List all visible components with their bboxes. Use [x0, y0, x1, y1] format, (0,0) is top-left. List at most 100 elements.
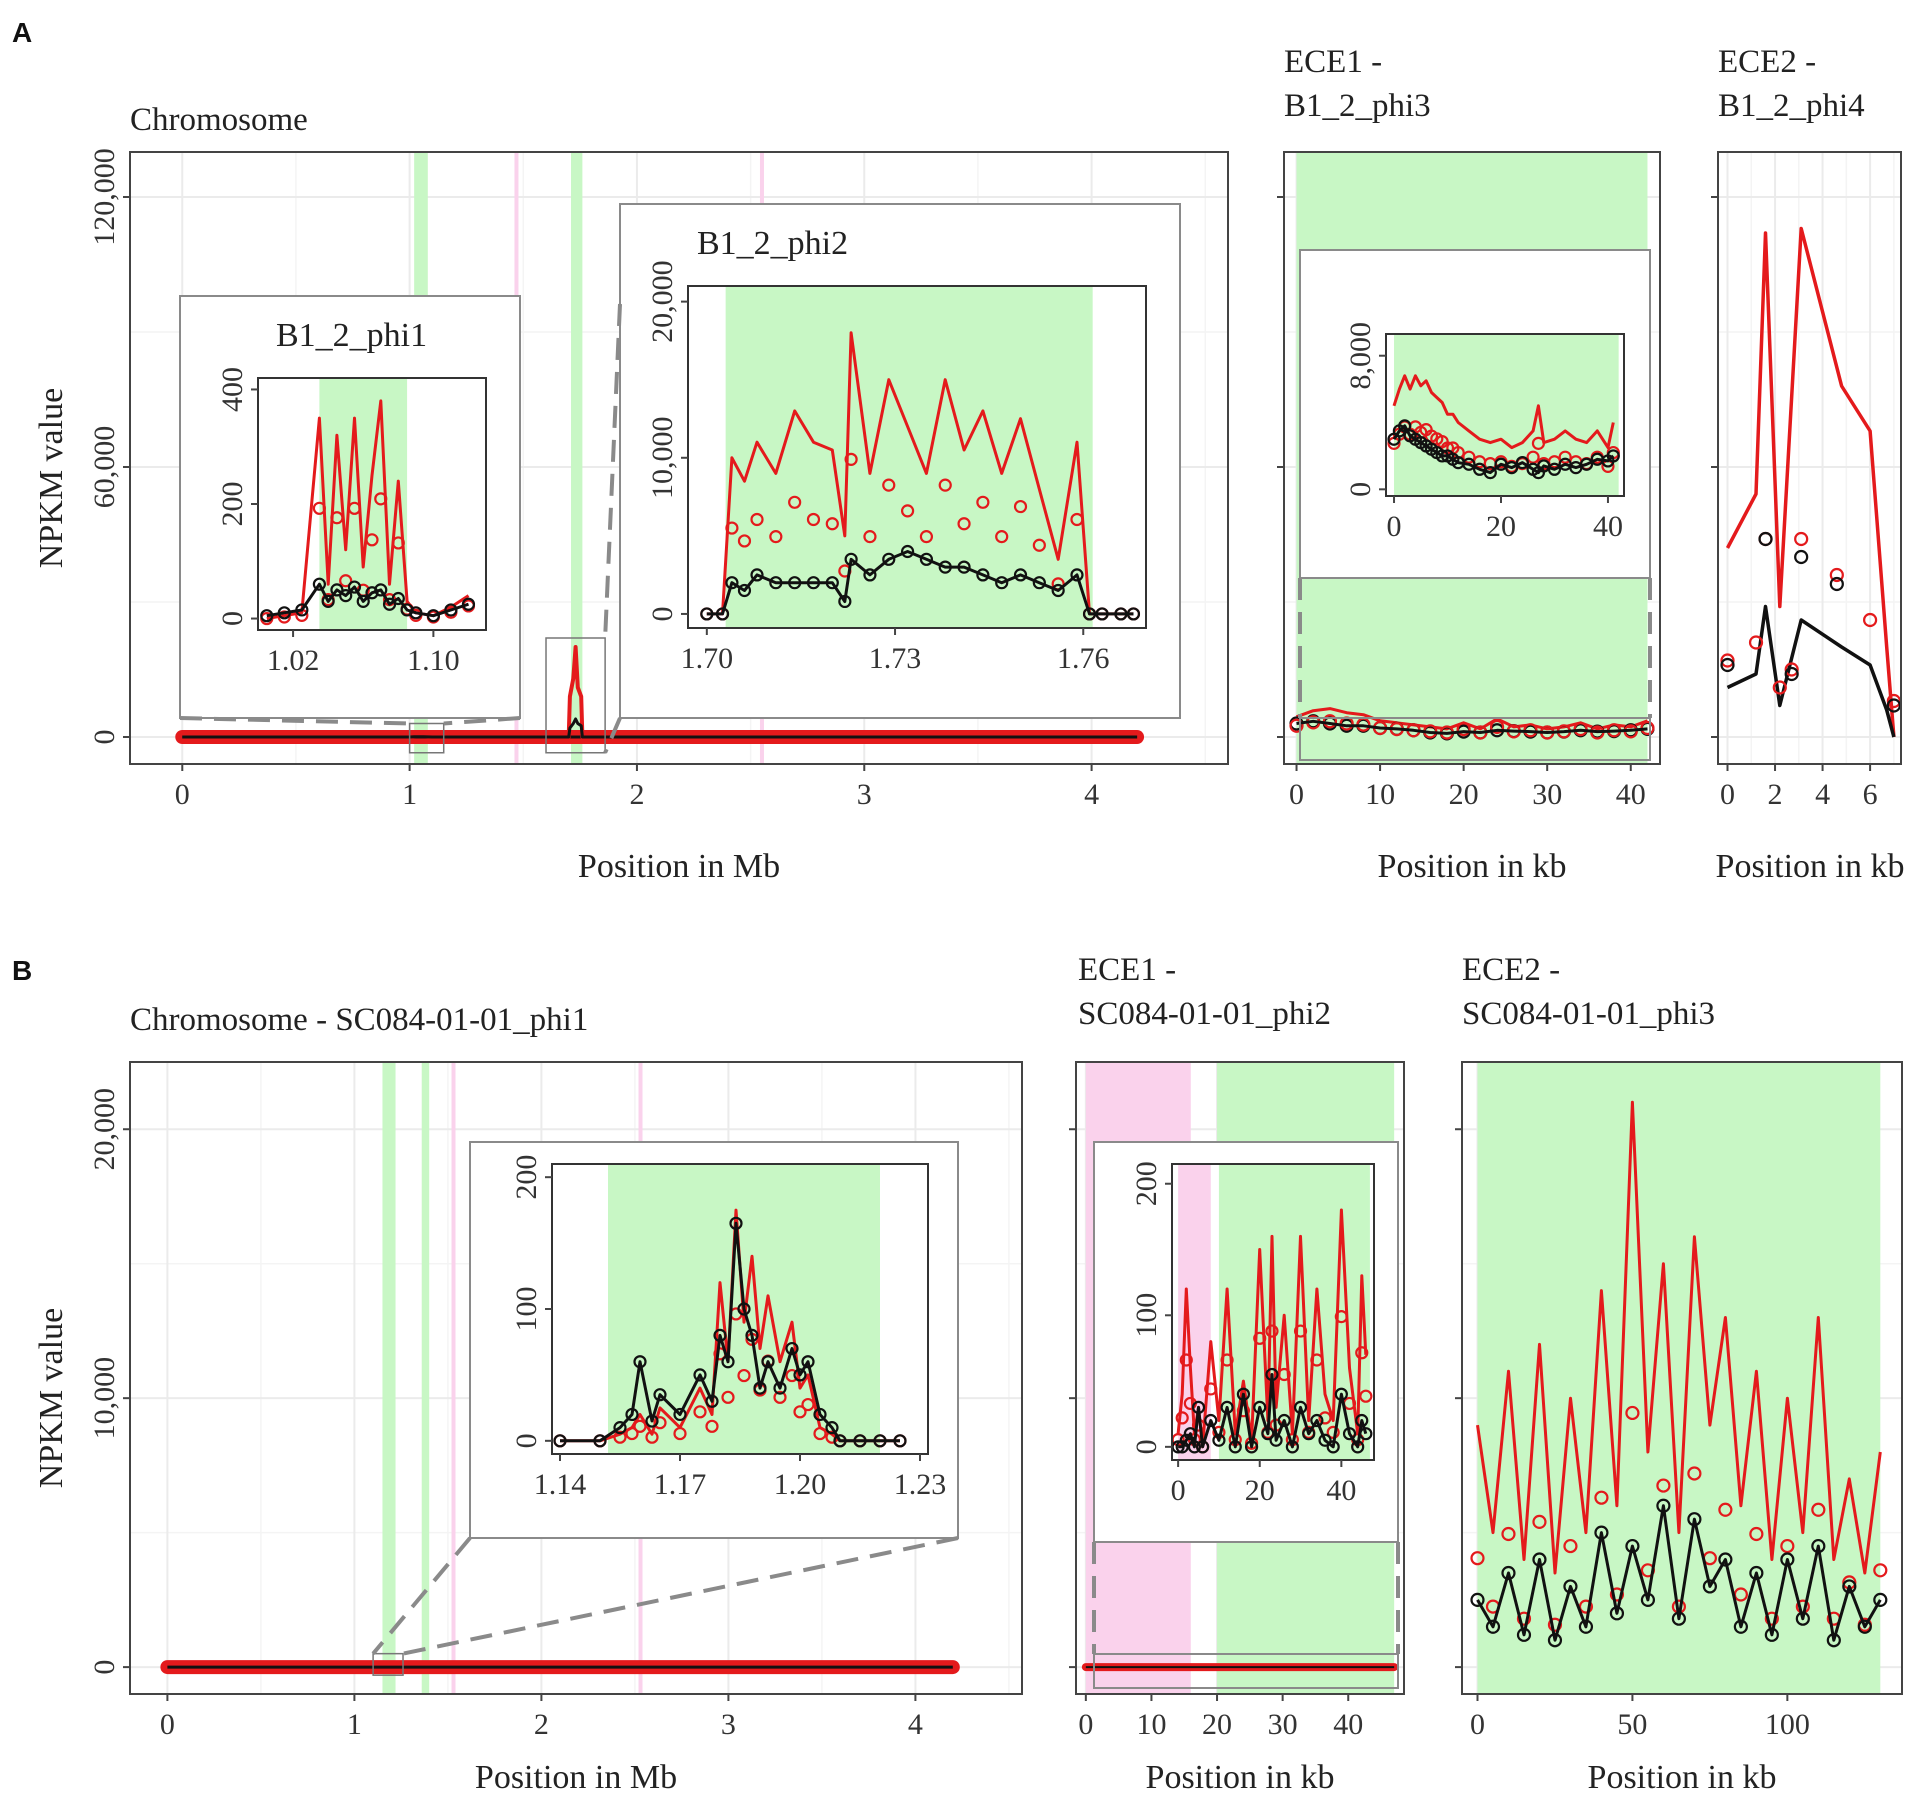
black-point: [1351, 1440, 1365, 1454]
plot-title: ECE2 -: [1718, 44, 1816, 80]
black-point: [713, 1328, 727, 1342]
black-point: [1505, 461, 1519, 475]
x-tick-label: 40: [1616, 778, 1646, 811]
black-point: [853, 1434, 867, 1448]
red-point: [339, 574, 353, 588]
x-tick-label: 0: [175, 778, 190, 811]
red-point: [1578, 1599, 1594, 1614]
black-point: [1795, 1611, 1810, 1626]
black-point: [1212, 1433, 1226, 1447]
black-point: [919, 552, 934, 566]
black-point: [995, 576, 1009, 590]
y-tick-label: 100: [510, 1287, 543, 1332]
y-tick-label: 120,000: [88, 148, 121, 246]
black-point: [1355, 1413, 1369, 1428]
black-point: [745, 1328, 759, 1342]
black-point: [750, 568, 764, 582]
red-point: [1318, 1411, 1332, 1425]
black-point: [1594, 1525, 1609, 1540]
black-point: [1842, 1579, 1857, 1594]
black-point: [374, 583, 388, 597]
red-point: [347, 501, 362, 515]
red-point: [374, 492, 388, 506]
black-point: [769, 576, 783, 590]
red-point: [391, 536, 405, 550]
black-point: [1483, 466, 1497, 480]
x-tick-label: 0: [160, 1708, 175, 1741]
plot-title: ECE1 -: [1284, 44, 1382, 80]
black-point: [1398, 419, 1412, 433]
black-point: [833, 1434, 847, 1448]
black-point: [1485, 1619, 1501, 1634]
black-point: [1277, 1413, 1291, 1428]
black-point: [1191, 1400, 1206, 1414]
plot-frame: [1283, 151, 1661, 765]
black-point: [295, 603, 309, 617]
red-point: [1687, 1466, 1702, 1481]
red-point: [1794, 531, 1809, 547]
chart-a-ece1: 0 20 40 0 8,000 0 10 20 30 40 ECE1 - B1_2_phi3 Posit…: [1277, 44, 1661, 885]
y-axis-label: NPKM value: [33, 388, 70, 568]
black-point: [1826, 1633, 1841, 1648]
black-point: [725, 576, 739, 590]
y-tick-label: 0: [88, 1660, 121, 1675]
red-point: [1355, 1346, 1369, 1360]
black-point: [1204, 1413, 1218, 1428]
red-point: [769, 530, 783, 544]
black-point: [825, 576, 839, 590]
y-tick-label: 400: [216, 367, 249, 412]
inset-B-inset-phi1: 1.14 1.17 1.20 1.23 0 100 200: [510, 1155, 946, 1501]
red-point: [785, 1368, 799, 1383]
red-point: [801, 1397, 815, 1412]
red-point: [1310, 1353, 1324, 1367]
black-point: [321, 594, 335, 608]
black-point: [1811, 1538, 1826, 1554]
black-point: [1532, 1552, 1547, 1567]
black-point: [773, 1381, 787, 1395]
black-point: [1579, 457, 1594, 471]
panel-label-b: B: [12, 955, 32, 986]
red-point: [1811, 1502, 1826, 1517]
black-point: [1175, 1440, 1189, 1454]
black-point: [553, 1434, 567, 1448]
plot-title: B1_2_phi4: [1718, 88, 1865, 124]
black-series-line: [1476, 1504, 1882, 1642]
black-point: [1515, 455, 1529, 470]
x-tick-label: 0: [1470, 1708, 1485, 1741]
y-tick-label: 0: [1130, 1439, 1163, 1454]
inset-B-ECE1-inset: 0 20 40 0 100 200: [1130, 1161, 1375, 1507]
black-point: [1606, 449, 1620, 463]
red-point: [1236, 1404, 1251, 1418]
red-point: [1070, 512, 1084, 527]
red-point: [1032, 538, 1046, 552]
black-point: [1236, 1387, 1251, 1401]
red-point: [1749, 1526, 1764, 1542]
x-tick-label: 3: [857, 778, 872, 811]
black-point: [1244, 1440, 1259, 1454]
zoom-box: [1299, 717, 1651, 761]
black-point: [1310, 1413, 1324, 1428]
red-point: [1359, 1389, 1373, 1403]
red-point: [957, 517, 971, 531]
black-point: [721, 1355, 735, 1369]
black-point: [844, 552, 858, 566]
y-tick-label: 0: [88, 730, 121, 745]
black-point: [1829, 576, 1844, 592]
y-axis-label: NPKM value: [33, 1308, 70, 1488]
x-tick-label: 1.10: [407, 644, 460, 677]
black-point: [893, 1434, 907, 1448]
plot-title: Chromosome: [130, 102, 308, 138]
red-point: [1656, 1478, 1671, 1493]
black-point: [1784, 666, 1799, 682]
x-tick-label: 1.02: [267, 644, 320, 677]
y-tick-label: 8,000: [1344, 322, 1377, 390]
black-point: [312, 577, 326, 591]
red-point: [645, 1430, 659, 1444]
plot-title: ECE1 -: [1078, 952, 1176, 988]
plot-title: SC084-01-01_phi2: [1078, 996, 1331, 1032]
x-tick-label: 0: [1387, 510, 1402, 543]
black-point: [400, 603, 414, 617]
red-point: [737, 1368, 751, 1383]
red-point: [788, 495, 802, 509]
